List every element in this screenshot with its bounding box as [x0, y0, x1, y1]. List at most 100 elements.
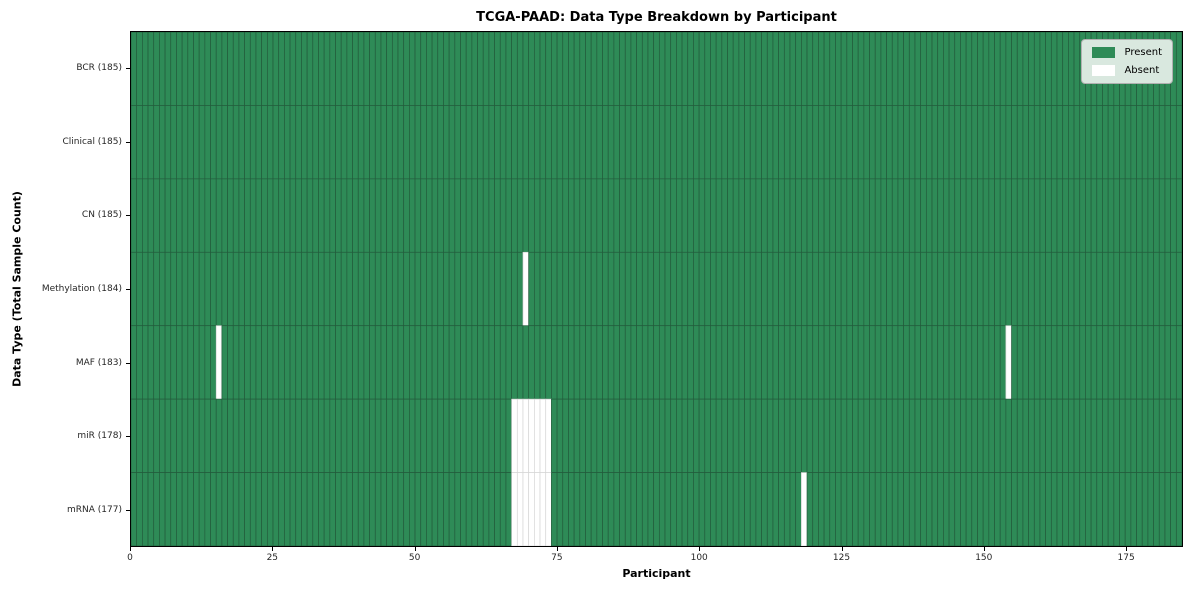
heatmap-cell	[516, 251, 524, 327]
heatmap-cell	[505, 105, 512, 180]
heatmap-cell	[261, 325, 268, 400]
heatmap-cell	[795, 472, 802, 546]
heatmap-cell	[693, 251, 700, 327]
heatmap-cell	[948, 105, 956, 180]
heatmap-cell	[346, 398, 353, 473]
heatmap-cell	[1096, 325, 1103, 400]
heatmap-cell	[232, 472, 240, 546]
heatmap-cell	[568, 251, 575, 327]
heatmap-cell	[602, 472, 609, 546]
heatmap-cell	[420, 325, 427, 400]
heatmap-cell	[914, 325, 922, 400]
heatmap-cell	[136, 398, 143, 473]
heatmap-cell	[516, 472, 524, 546]
heatmap-cell	[187, 178, 194, 253]
heatmap-cell	[903, 178, 910, 253]
heatmap-cell	[732, 472, 740, 546]
heatmap-cell	[295, 32, 302, 106]
heatmap-cell	[221, 178, 228, 253]
legend-item-absent: Absent	[1092, 65, 1162, 76]
heatmap-cell	[846, 472, 853, 546]
heatmap-cell	[903, 105, 910, 180]
heatmap-cell	[1050, 178, 1058, 253]
heatmap-cell	[636, 472, 643, 546]
heatmap-cell	[766, 105, 774, 180]
heatmap-cell	[994, 178, 1001, 253]
heatmap-cell	[1079, 472, 1086, 546]
heatmap-cell	[409, 325, 416, 400]
heatmap-cell	[590, 178, 598, 253]
heatmap-cell	[147, 472, 155, 546]
heatmap-cell	[1147, 251, 1154, 327]
heatmap-cell	[891, 251, 899, 327]
heatmap-cell	[437, 32, 444, 106]
heatmap-cell	[1175, 32, 1182, 106]
heatmap-cell	[818, 398, 825, 473]
heatmap-cell	[352, 105, 359, 180]
heatmap-cell	[329, 32, 336, 106]
heatmap-cell	[318, 325, 325, 400]
heatmap-cell	[147, 178, 155, 253]
heatmap-cell	[1062, 472, 1069, 546]
heatmap-cell	[693, 32, 700, 106]
heatmap-cell	[1090, 325, 1098, 400]
heatmap-cell	[653, 105, 660, 180]
heatmap-cell	[562, 105, 569, 180]
heatmap-cell	[477, 178, 484, 253]
heatmap-cell	[1056, 178, 1064, 253]
heatmap-cell	[1022, 325, 1029, 400]
heatmap-cell	[193, 472, 200, 546]
heatmap-cell	[630, 472, 637, 546]
heatmap-cell	[636, 105, 643, 180]
heatmap-cell	[641, 251, 649, 327]
heatmap-cell	[1175, 105, 1182, 180]
heatmap-cell	[778, 251, 785, 327]
heatmap-cell	[1107, 105, 1115, 180]
heatmap-cell	[1147, 105, 1154, 180]
heatmap-cell	[346, 105, 353, 180]
heatmap-cell	[948, 32, 956, 106]
heatmap-cell	[573, 398, 581, 473]
heatmap-cell	[448, 325, 456, 400]
heatmap-cell	[346, 178, 353, 253]
heatmap-cell	[948, 251, 956, 327]
heatmap-cell	[380, 178, 387, 253]
heatmap-cell	[590, 105, 598, 180]
heatmap-cell	[795, 251, 802, 327]
heatmap-cell	[908, 178, 916, 253]
heatmap-cell	[1158, 325, 1166, 400]
heatmap-cell	[352, 325, 359, 400]
heatmap-cell	[562, 251, 569, 327]
heatmap-cell	[994, 325, 1001, 400]
heatmap-cell	[994, 251, 1001, 327]
heatmap-cell	[1164, 105, 1171, 180]
heatmap-cell	[891, 325, 899, 400]
heatmap-cell	[1022, 251, 1029, 327]
heatmap-cell	[221, 325, 228, 400]
heatmap-cell	[187, 32, 194, 106]
heatmap-cell	[1073, 178, 1081, 253]
heatmap-cell	[551, 178, 558, 253]
heatmap-cell	[744, 105, 751, 180]
x-tick-mark	[556, 547, 558, 551]
heatmap-cell	[465, 105, 473, 180]
heatmap-cell	[193, 32, 200, 106]
heatmap-cell	[255, 472, 263, 546]
heatmap-cell	[386, 178, 393, 253]
heatmap-cell	[823, 398, 831, 473]
heatmap-cell	[505, 325, 512, 400]
heatmap-cell	[1016, 32, 1024, 106]
heatmap-cell	[783, 251, 791, 327]
heatmap-cell	[357, 178, 365, 253]
heatmap-cell	[420, 398, 427, 473]
heatmap-cell	[658, 178, 666, 253]
heatmap-cell	[363, 32, 370, 106]
heatmap-cell	[670, 251, 677, 327]
heatmap-cell	[783, 32, 791, 106]
heatmap-cell	[835, 472, 842, 546]
heatmap-cell	[920, 32, 927, 106]
heatmap-cell	[391, 251, 399, 327]
heatmap-cell	[460, 398, 467, 473]
heatmap-cell	[443, 105, 450, 180]
heatmap-cell	[380, 472, 387, 546]
